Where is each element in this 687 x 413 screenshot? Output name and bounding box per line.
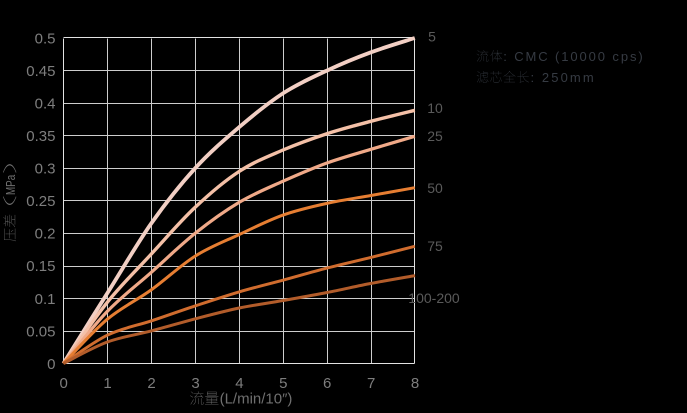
svg-text:0.3: 0.3	[35, 161, 56, 178]
svg-text:: 250mm: : 250mm	[531, 70, 596, 85]
svg-text:4: 4	[235, 375, 243, 392]
svg-text:7: 7	[367, 375, 375, 392]
svg-text:2: 2	[147, 375, 155, 392]
svg-text:3: 3	[191, 375, 199, 392]
svg-text:5: 5	[428, 28, 436, 44]
svg-text:0: 0	[60, 375, 68, 392]
svg-text:0.1: 0.1	[35, 291, 56, 308]
svg-text:: CMC (10000 cps): : CMC (10000 cps)	[503, 49, 644, 64]
svg-text:0.35: 0.35	[26, 128, 55, 145]
svg-text:100-200: 100-200	[408, 290, 460, 306]
svg-text:0.05: 0.05	[26, 323, 55, 340]
svg-text:0.45: 0.45	[26, 63, 55, 80]
svg-text:MPa: MPa	[3, 174, 18, 195]
svg-text:(L/min/10″): (L/min/10″)	[220, 391, 293, 408]
svg-text:0.2: 0.2	[35, 226, 56, 243]
svg-text:0.5: 0.5	[35, 30, 56, 47]
svg-text:5: 5	[279, 375, 287, 392]
svg-text:75: 75	[427, 238, 443, 254]
svg-text:10: 10	[427, 100, 443, 116]
svg-text:50: 50	[427, 180, 443, 196]
svg-text:0: 0	[47, 356, 55, 373]
svg-text:25: 25	[427, 128, 443, 144]
svg-text:0.25: 0.25	[26, 193, 55, 210]
svg-text:0.4: 0.4	[35, 96, 56, 113]
svg-text:6: 6	[323, 375, 331, 392]
svg-text:8: 8	[411, 375, 419, 392]
svg-text:0.15: 0.15	[26, 258, 55, 275]
svg-text:1: 1	[103, 375, 111, 392]
